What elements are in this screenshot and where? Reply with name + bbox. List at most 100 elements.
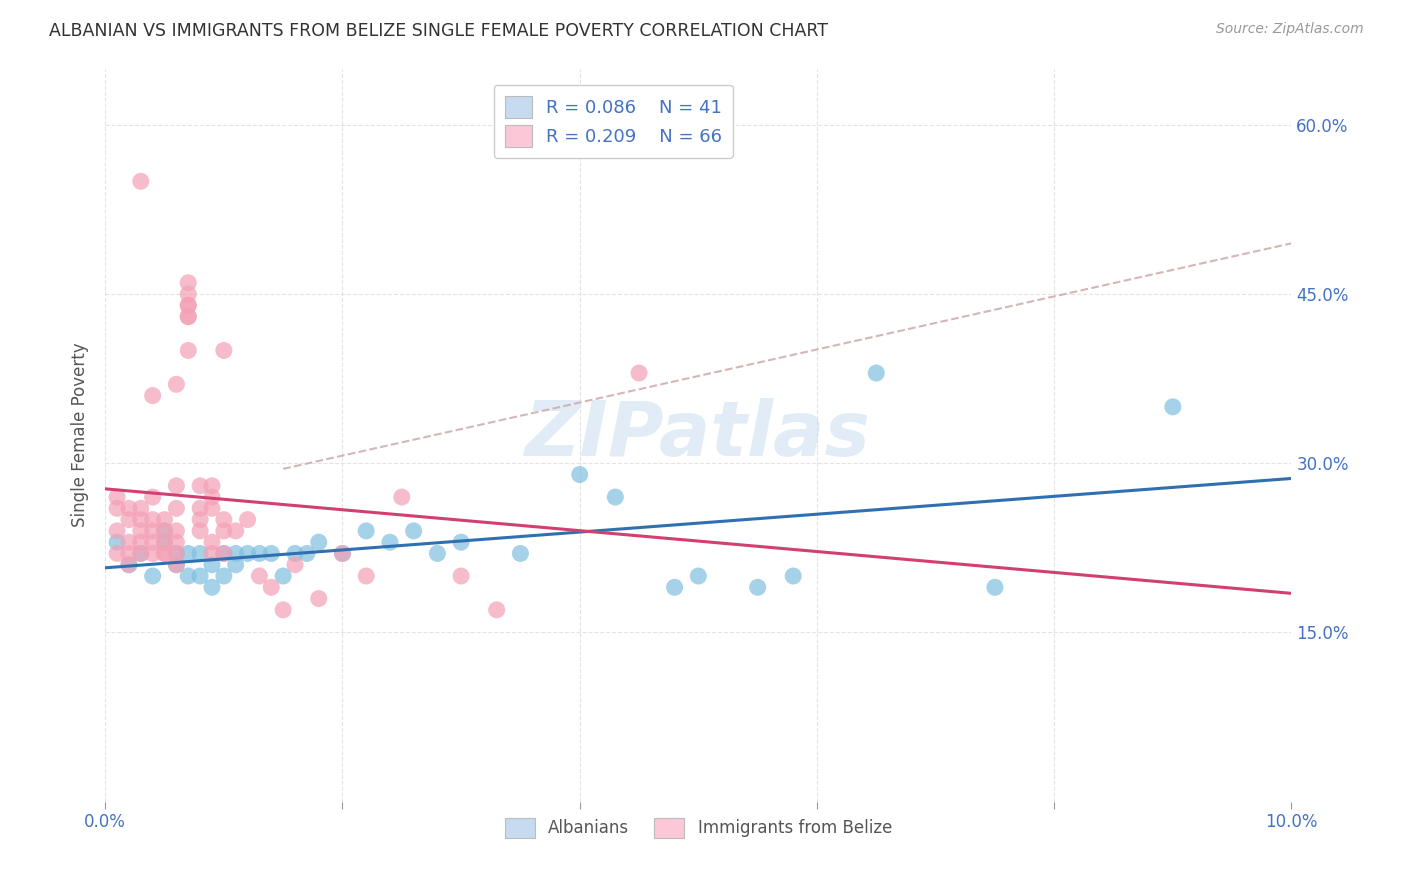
Point (664, 580, 686, 594)
Point (450, 535, 472, 549)
Point (201, 558, 224, 572)
Point (308, 535, 330, 549)
Point (129, 174, 152, 188)
Point (212, 343, 235, 358)
Point (688, 569, 710, 583)
Point (153, 524, 176, 538)
Point (118, 558, 141, 572)
Point (165, 479, 187, 493)
Point (118, 501, 141, 516)
Point (249, 569, 271, 583)
Point (271, 569, 294, 583)
Point (165, 558, 187, 572)
Point (308, 591, 330, 606)
Point (165, 546, 187, 560)
Point (201, 546, 224, 560)
Point (201, 535, 224, 549)
Point (153, 535, 176, 549)
Point (225, 524, 247, 538)
Point (450, 569, 472, 583)
Point (188, 524, 211, 538)
Point (118, 546, 141, 560)
Point (129, 524, 152, 538)
Point (354, 524, 377, 538)
Point (153, 513, 176, 527)
Point (177, 546, 200, 560)
Point (129, 546, 152, 560)
Point (212, 524, 235, 538)
Point (105, 535, 128, 549)
Point (747, 580, 769, 594)
Point (188, 513, 211, 527)
Point (295, 546, 318, 560)
Legend: Albanians, Immigrants from Belize: Albanians, Immigrants from Belize (498, 811, 898, 845)
Point (153, 546, 176, 560)
Point (165, 524, 187, 538)
Point (284, 546, 307, 560)
Point (129, 535, 152, 549)
Point (165, 535, 187, 549)
Point (605, 490, 627, 504)
Point (271, 603, 294, 617)
Point (142, 524, 165, 538)
Point (177, 287, 200, 301)
Point (236, 546, 259, 560)
Point (212, 569, 235, 583)
Point (260, 580, 283, 594)
Text: ALBANIAN VS IMMIGRANTS FROM BELIZE SINGLE FEMALE POVERTY CORRELATION CHART: ALBANIAN VS IMMIGRANTS FROM BELIZE SINGL… (49, 22, 828, 40)
Point (142, 535, 165, 549)
Point (177, 310, 200, 324)
Point (260, 546, 283, 560)
Point (332, 546, 354, 560)
Point (188, 479, 211, 493)
Point (105, 546, 128, 560)
Y-axis label: Single Female Poverty: Single Female Poverty (72, 343, 89, 527)
Point (142, 513, 165, 527)
Point (225, 546, 247, 560)
Text: ZIPatlas: ZIPatlas (526, 398, 872, 472)
Point (201, 490, 224, 504)
Point (177, 298, 200, 312)
Point (568, 467, 591, 482)
Point (177, 343, 200, 358)
Point (129, 513, 152, 527)
Point (212, 546, 235, 560)
Point (201, 580, 224, 594)
Point (177, 569, 200, 583)
Point (129, 501, 152, 516)
Point (129, 546, 152, 560)
Point (142, 569, 165, 583)
Point (284, 558, 307, 572)
Point (485, 603, 508, 617)
Point (1161, 400, 1184, 414)
Point (378, 535, 401, 549)
Point (105, 524, 128, 538)
Point (153, 535, 176, 549)
Point (118, 513, 141, 527)
Point (142, 546, 165, 560)
Point (188, 501, 211, 516)
Point (177, 310, 200, 324)
Point (105, 501, 128, 516)
Point (177, 298, 200, 312)
Point (165, 558, 187, 572)
Point (165, 377, 187, 392)
Point (249, 546, 271, 560)
Point (332, 546, 354, 560)
Point (118, 558, 141, 572)
Point (153, 524, 176, 538)
Point (177, 276, 200, 290)
Point (782, 569, 804, 583)
Point (236, 513, 259, 527)
Point (225, 558, 247, 572)
Point (865, 366, 887, 380)
Point (201, 479, 224, 493)
Point (165, 501, 187, 516)
Point (426, 546, 449, 560)
Point (142, 388, 165, 402)
Point (118, 535, 141, 549)
Point (354, 569, 377, 583)
Text: Source: ZipAtlas.com: Source: ZipAtlas.com (1216, 22, 1364, 37)
Point (165, 546, 187, 560)
Point (188, 546, 211, 560)
